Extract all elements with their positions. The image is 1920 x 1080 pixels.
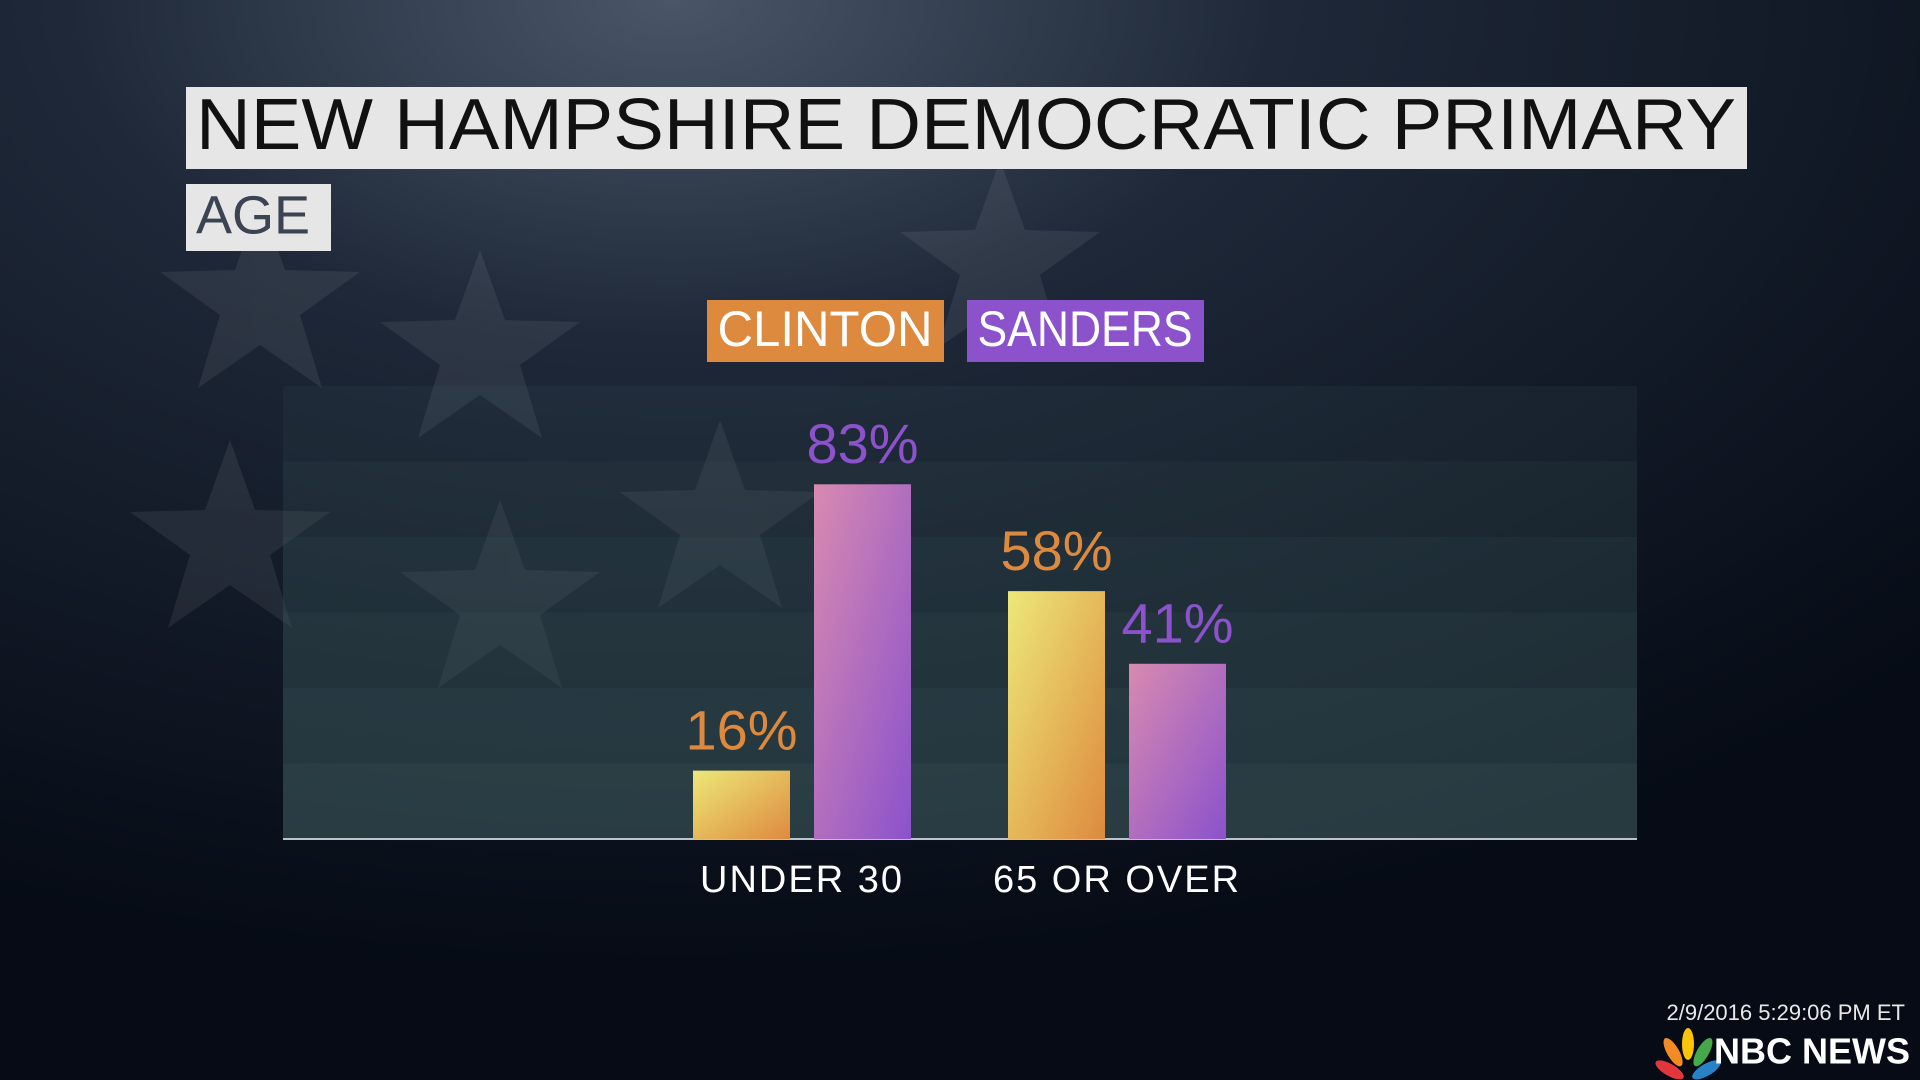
value-label: 83% <box>806 412 918 475</box>
subtitle-box <box>186 184 331 251</box>
bar <box>1129 663 1226 839</box>
plot-band <box>283 763 1637 839</box>
chart-subtitle: AGE <box>196 185 310 245</box>
plot-band <box>283 386 1637 462</box>
value-label: 41% <box>1121 592 1233 655</box>
stars <box>130 160 1100 688</box>
legend-swatch <box>707 300 944 362</box>
x-tick-label: UNDER 30 <box>700 859 904 901</box>
title-box <box>186 87 1747 169</box>
plot-band <box>283 461 1637 537</box>
legend-label: CLINTON <box>718 301 933 357</box>
peacock-logo <box>1655 1028 1721 1080</box>
bar <box>1008 591 1105 839</box>
plot-band <box>283 537 1637 613</box>
value-label: 16% <box>685 698 797 761</box>
value-label: 58% <box>1000 519 1112 582</box>
x-tick-label: 65 OR OVER <box>993 859 1241 901</box>
legend-label: SANDERS <box>978 301 1193 357</box>
plot-band <box>283 612 1637 688</box>
legend-swatch <box>967 300 1204 362</box>
timestamp: 2/9/2016 5:29:06 PM ET <box>1667 1000 1906 1025</box>
bar <box>814 484 911 839</box>
chart-title: NEW HAMPSHIRE DEMOCRATIC PRIMARY <box>196 85 1736 165</box>
bar <box>693 770 790 839</box>
plot-band <box>283 688 1637 764</box>
plot-area <box>283 386 1637 840</box>
marks: UNDER 30 16% 83% 65 OR OVER 58%41% <box>685 412 1241 901</box>
network-logo: NBC NEWS <box>1714 1031 1910 1072</box>
